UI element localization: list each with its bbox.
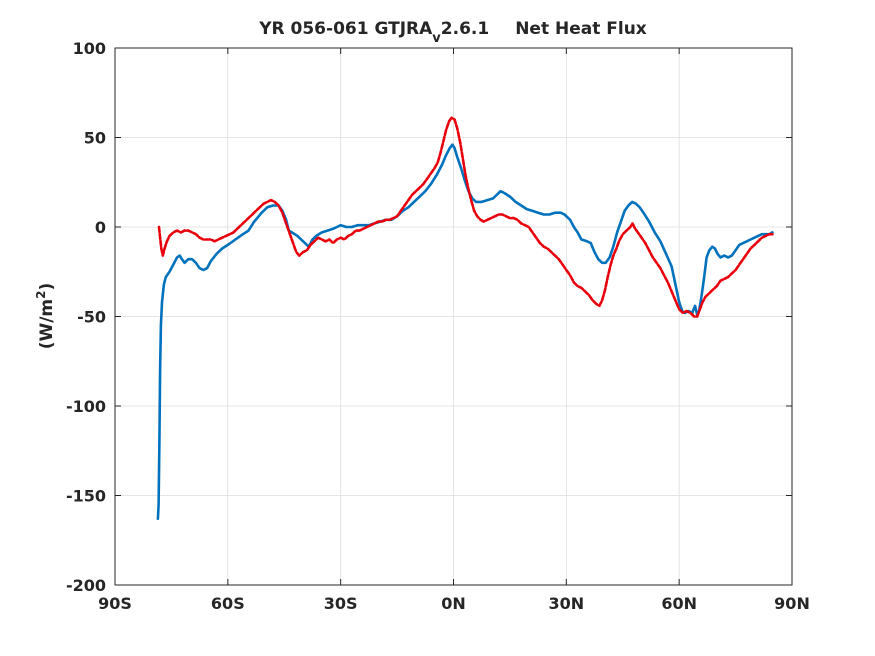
- x-tick-labels: 90S 60S 30S 0N 30N 60N 90N: [98, 594, 810, 613]
- y-axis-label: (W/m2): [34, 283, 57, 350]
- y-tick-label: 0: [95, 218, 106, 237]
- y-tick-label: -100: [66, 397, 106, 416]
- x-tick-label: 60N: [661, 594, 697, 613]
- y-tick-label: -150: [66, 487, 106, 506]
- x-tick-label: 60S: [211, 594, 245, 613]
- y-tick-labels: -200 -150 -100 -50 0 50 100: [66, 39, 106, 595]
- ylabel-end: ): [37, 283, 57, 291]
- series-line-blue-solid: [156, 143, 774, 521]
- y-tick-label: 50: [84, 129, 106, 148]
- ylabel-main: (W/m: [37, 299, 57, 349]
- title-variable: Net Heat Flux: [515, 19, 647, 39]
- ylabel-superscript: 2: [34, 290, 48, 298]
- tick-marks: [114, 47, 793, 586]
- title-subscript: v: [432, 31, 441, 46]
- series-line-red-dashed: [157, 116, 774, 318]
- y-tick-label: 100: [73, 39, 106, 58]
- x-tick-label: 90S: [98, 594, 132, 613]
- x-tick-label: 0N: [441, 594, 466, 613]
- y-tick-label: -50: [77, 308, 106, 327]
- title-version: 2.6.1: [441, 19, 489, 39]
- chart-title: YR 056-061 GTJRAv2.6.1 Net Heat Flux: [258, 19, 647, 46]
- x-tick-label: 30S: [324, 594, 358, 613]
- grid: [114, 47, 793, 586]
- x-tick-label: 90N: [774, 594, 810, 613]
- title-main: YR 056-061 GTJRA: [258, 19, 433, 39]
- y-tick-label: -200: [66, 576, 106, 595]
- x-tick-label: 30N: [549, 594, 585, 613]
- series-lines: [156, 116, 774, 521]
